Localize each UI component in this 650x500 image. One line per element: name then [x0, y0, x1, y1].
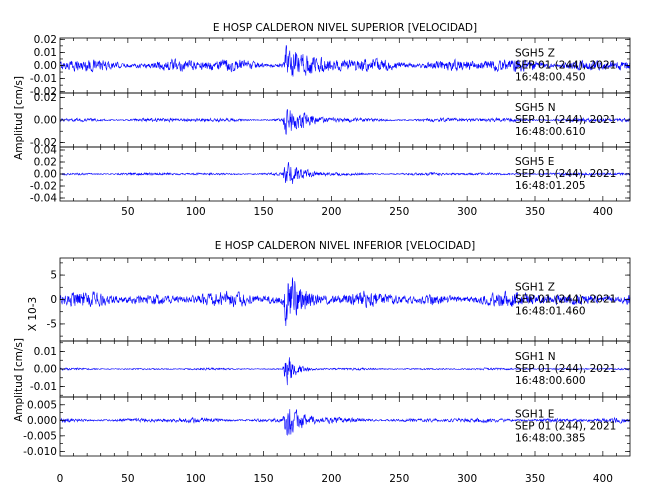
- trace-start-time: 16:48:00.385: [515, 433, 586, 445]
- y-scale-factor-label: X 10-3: [27, 297, 39, 331]
- y-tick-label: 0.01: [34, 47, 57, 59]
- waveform-trace: [59, 45, 631, 77]
- x-tick-label: 200: [321, 473, 341, 485]
- trace-start-time: 16:48:00.600: [515, 375, 586, 387]
- y-tick-label: 0.00: [34, 60, 57, 72]
- waveform-trace: [59, 357, 631, 386]
- waveform-trace: [59, 277, 631, 327]
- y-tick-label: 5: [50, 270, 57, 282]
- trace-date: SEP 01 (244), 2021: [515, 60, 616, 72]
- x-tick-label: 200: [321, 206, 341, 218]
- y-tick-label: -0.02: [30, 86, 57, 98]
- y-tick-label: -0.010: [23, 446, 57, 458]
- station-label: SGH5 E: [515, 156, 554, 168]
- y-tick-label: 0: [50, 294, 57, 306]
- x-tick-label: 100: [186, 473, 206, 485]
- trace-date: SEP 01 (244), 2021: [515, 363, 616, 375]
- y-tick-label: -0.005: [23, 430, 57, 442]
- trace-start-time: 16:48:01.205: [515, 180, 586, 192]
- waveform-trace: [59, 409, 631, 436]
- station-label: SGH1 N: [515, 351, 556, 363]
- station-label: SGH5 N: [515, 102, 556, 114]
- trace-date: SEP 01 (244), 2021: [515, 114, 616, 126]
- trace-date: SEP 01 (244), 2021: [515, 294, 616, 306]
- chart-title: E HOSP CALDERON NIVEL INFERIOR [VELOCIDA…: [215, 240, 476, 252]
- x-tick-label: 300: [457, 206, 477, 218]
- x-tick-label: 250: [389, 473, 409, 485]
- y-tick-label: 0.01: [34, 346, 57, 358]
- y-tick-label: 0.02: [34, 157, 57, 169]
- y-tick-label: 0.02: [34, 92, 57, 104]
- y-tick-label: -0.01: [30, 381, 57, 393]
- x-tick-label: 400: [593, 473, 613, 485]
- x-tick-label: 50: [121, 473, 134, 485]
- station-label: SGH1 Z: [515, 282, 555, 294]
- waveform-trace: [60, 109, 631, 135]
- station-label: SGH5 Z: [515, 48, 555, 60]
- x-tick-label: 0: [57, 473, 64, 485]
- x-tick-label: 400: [593, 206, 613, 218]
- y-tick-label: 0.000: [27, 415, 57, 427]
- y-tick-label: 0.005: [27, 399, 57, 411]
- chart-title: E HOSP CALDERON NIVEL SUPERIOR [VELOCIDA…: [213, 22, 477, 34]
- chart-nivel-superior: E HOSP CALDERON NIVEL SUPERIOR [VELOCIDA…: [13, 22, 631, 218]
- y-axis-label: Amplitud [cm/s]: [13, 76, 25, 160]
- y-tick-label: -5: [47, 318, 57, 330]
- y-tick-label: 0.04: [34, 145, 58, 157]
- x-tick-label: 100: [186, 206, 206, 218]
- y-tick-label: 0.00: [34, 169, 57, 181]
- y-tick-label: -0.02: [30, 137, 57, 149]
- trace-date: SEP 01 (244), 2021: [515, 421, 616, 433]
- y-tick-label: 0.00: [34, 115, 57, 127]
- trace-start-time: 16:48:00.610: [515, 126, 586, 138]
- x-tick-label: 350: [525, 473, 545, 485]
- y-axis-label: Amplitud [cm/s]: [13, 338, 25, 422]
- x-tick-label: 50: [121, 206, 134, 218]
- y-tick-label: 0.00: [34, 364, 57, 376]
- chart-nivel-inferior: E HOSP CALDERON NIVEL INFERIOR [VELOCIDA…: [13, 240, 631, 485]
- x-tick-label: 250: [389, 206, 409, 218]
- station-label: SGH1 E: [515, 409, 554, 421]
- y-tick-label: -0.04: [30, 193, 57, 205]
- y-tick-label: 0.02: [34, 34, 57, 46]
- x-tick-label: 150: [254, 206, 274, 218]
- y-tick-label: -0.02: [30, 181, 57, 193]
- trace-date: SEP 01 (244), 2021: [515, 168, 616, 180]
- waveform-trace: [59, 161, 631, 184]
- trace-start-time: 16:48:00.450: [515, 72, 586, 84]
- x-tick-label: 300: [457, 473, 477, 485]
- x-tick-label: 150: [254, 473, 274, 485]
- y-tick-label: -0.01: [30, 73, 57, 85]
- x-tick-label: 350: [525, 206, 545, 218]
- trace-start-time: 16:48:01.460: [515, 306, 586, 318]
